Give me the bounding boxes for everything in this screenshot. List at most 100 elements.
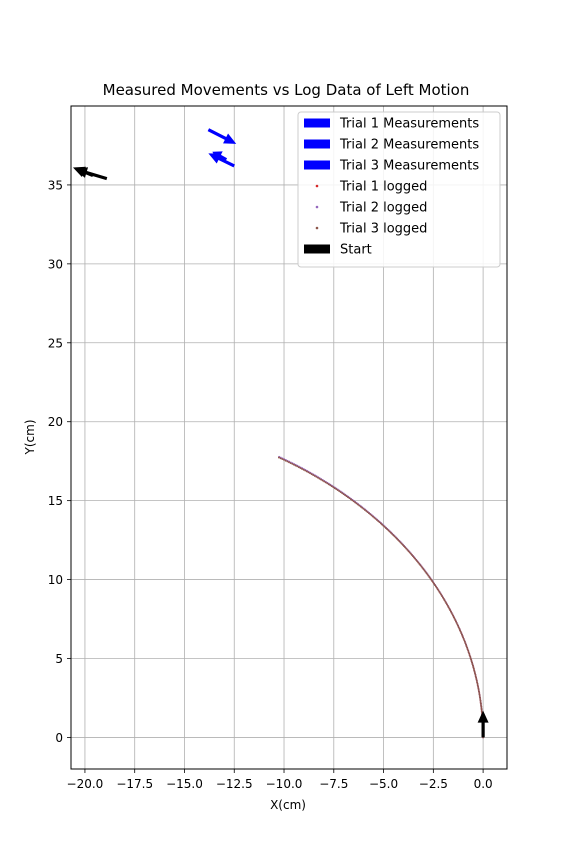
legend-entry: Trial 2 logged	[315, 201, 427, 216]
logged-point	[304, 469, 307, 472]
logged-point	[338, 490, 341, 493]
logged-point	[372, 515, 374, 518]
logged-point	[430, 578, 433, 581]
logged-point	[391, 533, 393, 535]
logged-point	[433, 582, 435, 585]
logged-point	[339, 491, 342, 494]
logged-point	[344, 494, 346, 497]
logged-point	[440, 593, 443, 596]
logged-point	[435, 587, 438, 589]
logged-point	[479, 699, 482, 702]
logged-point	[327, 483, 330, 486]
measurement-arrow	[208, 153, 235, 168]
logged-point	[464, 642, 467, 645]
logged-point	[480, 705, 483, 708]
logged-point	[363, 509, 366, 511]
logged-point	[473, 669, 476, 672]
logged-point	[357, 503, 359, 506]
logged-point	[476, 682, 479, 685]
logged-point	[366, 511, 369, 514]
legend-entry: Trial 3 logged	[315, 222, 427, 237]
legend-label: Trial 2 Measurements	[339, 138, 479, 153]
legend-swatch	[304, 244, 330, 254]
legend-label: Trial 2 logged	[339, 201, 427, 216]
logged-point	[348, 497, 351, 500]
logged-point	[461, 633, 463, 636]
logged-point	[401, 544, 404, 546]
logged-point	[358, 504, 361, 507]
logged-point	[471, 663, 474, 666]
logged-point	[478, 695, 481, 697]
logged-point	[315, 475, 318, 478]
legend-marker	[315, 205, 319, 209]
legend-entry: Trial 1 Measurements	[304, 117, 479, 132]
logged-point	[336, 489, 339, 492]
logged-point	[452, 614, 455, 617]
logged-point	[393, 535, 396, 538]
logged-point	[443, 599, 446, 602]
logged-point	[317, 476, 319, 479]
legend-entry: Trial 3 Measurements	[304, 159, 479, 174]
y-axis-label: Y(cm)	[23, 420, 37, 456]
logged-point	[465, 643, 467, 646]
logged-point	[454, 619, 457, 622]
logged-point	[442, 598, 445, 600]
logged-point	[412, 555, 414, 558]
logged-point	[374, 517, 377, 520]
logged-point	[420, 565, 423, 568]
logged-point	[301, 468, 303, 470]
logged-point	[299, 467, 302, 469]
x-tick-label: 0.0	[474, 777, 493, 791]
logged-point	[383, 526, 386, 528]
legend-label: Trial 3 Measurements	[339, 159, 479, 174]
logged-point	[442, 596, 444, 599]
logged-point	[432, 581, 435, 584]
logged-point	[453, 617, 456, 620]
x-tick-label: −12.5	[216, 777, 253, 791]
logged-point	[359, 505, 362, 508]
x-axis-ticks: −20.0 −17.5 −15.0 −12.5 −10.0 −7.5 −5.0 −2.5 0.0	[67, 769, 493, 791]
logged-point	[379, 522, 382, 525]
logged-point	[362, 507, 365, 510]
logged-point	[438, 591, 441, 593]
logged-point	[473, 670, 476, 673]
logged-point	[418, 563, 421, 565]
logged-point	[470, 660, 473, 663]
logged-point	[447, 606, 450, 609]
logged-point	[377, 520, 380, 523]
logged-point	[441, 595, 443, 598]
logged-point	[330, 485, 333, 488]
logged-point	[323, 480, 325, 483]
logged-point	[472, 667, 475, 670]
logged-point	[417, 561, 420, 564]
logged-point	[329, 484, 332, 487]
logged-point	[474, 673, 477, 676]
logged-point	[408, 551, 411, 554]
logged-point	[302, 468, 305, 471]
logged-point	[479, 701, 482, 703]
logged-point	[345, 495, 348, 498]
logged-point	[479, 698, 482, 700]
logged-point	[355, 502, 358, 505]
logged-point	[436, 588, 439, 591]
start-arrow	[477, 710, 489, 738]
logged-point	[413, 556, 415, 559]
y-axis-ticks: 0 5 10 15 20 25 30 35	[48, 178, 71, 745]
logged-point	[449, 609, 452, 612]
logged-point	[419, 564, 422, 567]
logged-point	[468, 654, 471, 657]
x-tick-label: −7.5	[319, 777, 348, 791]
legend-label: Start	[340, 243, 372, 258]
logged-point	[376, 519, 378, 521]
logged-point	[472, 666, 475, 669]
logged-point	[449, 610, 452, 613]
x-tick-label: −17.5	[116, 777, 153, 791]
logged-point	[480, 704, 482, 707]
chart-title: Measured Movements vs Log Data of Left M…	[103, 81, 470, 99]
logged-point	[410, 554, 413, 556]
logged-point	[463, 639, 466, 642]
logged-point	[284, 459, 287, 462]
logged-point	[480, 710, 483, 713]
logged-point	[455, 622, 458, 624]
